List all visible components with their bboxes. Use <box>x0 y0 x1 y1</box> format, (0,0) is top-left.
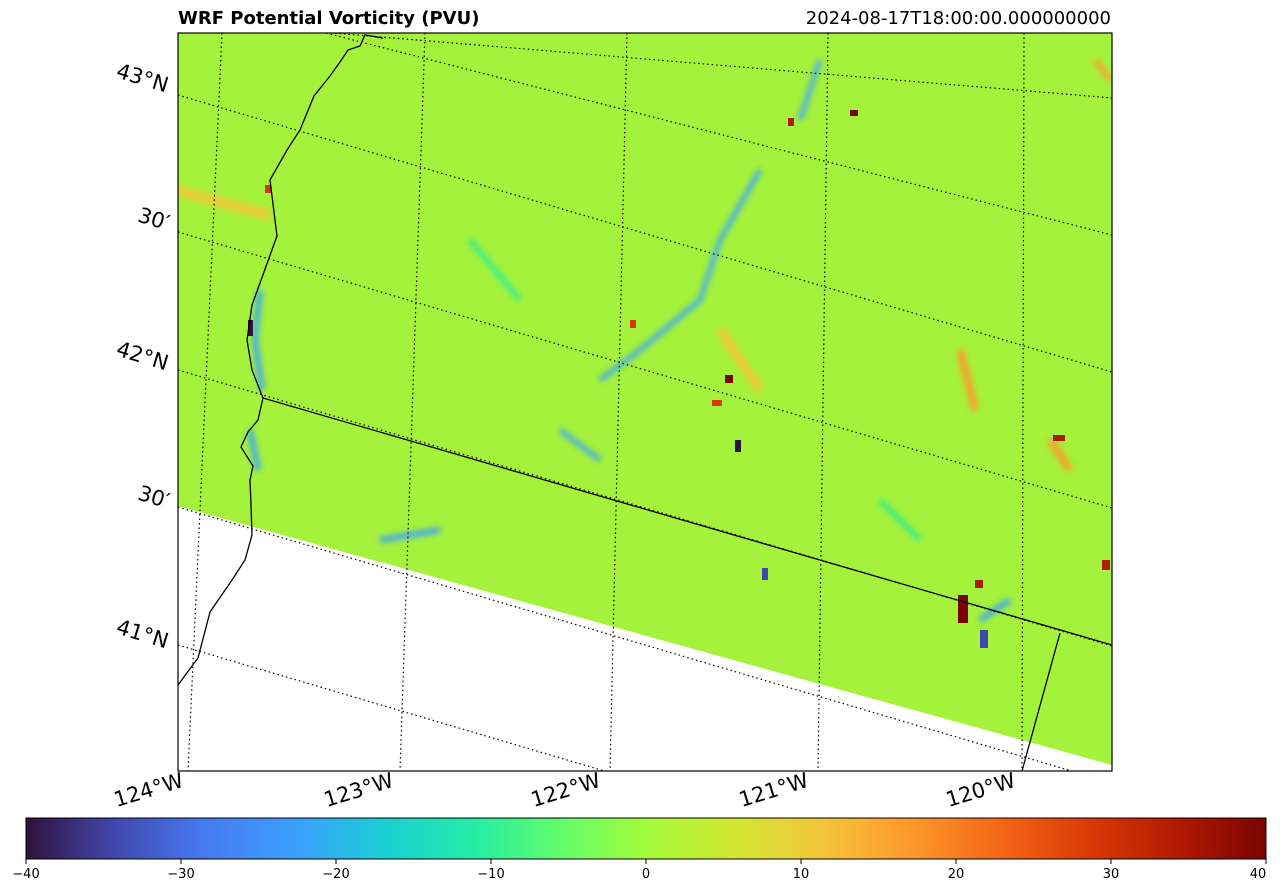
colorbar-tick-label: 40 <box>1249 867 1267 882</box>
colorbar-tick-label: 0 <box>641 867 651 882</box>
colorbar <box>25 817 1267 860</box>
plot-timestamp: 2024-08-17T18:00:00.000000000 <box>805 8 1111 29</box>
colorbar-tick-label: −40 <box>12 867 40 882</box>
colorbar-tick-label: −10 <box>477 867 505 882</box>
colorbar-tick-label: 30 <box>1102 867 1120 882</box>
colorbar-ticks <box>25 859 1267 864</box>
coastline <box>178 34 1112 771</box>
pv-field <box>178 33 1112 765</box>
map-frame <box>177 32 1113 772</box>
colorbar-tick-label: 20 <box>947 867 965 882</box>
plot-title: WRF Potential Vorticity (PVU) <box>178 8 480 29</box>
colorbar-tick-label: −30 <box>167 867 195 882</box>
colorbar-tick-label: −20 <box>322 867 350 882</box>
pv-features <box>178 58 1112 623</box>
colorbar-tick-label: 10 <box>792 867 810 882</box>
latitude-gridlines <box>178 33 1112 771</box>
longitude-gridlines <box>187 33 1025 771</box>
pv-extremes <box>248 110 1110 648</box>
